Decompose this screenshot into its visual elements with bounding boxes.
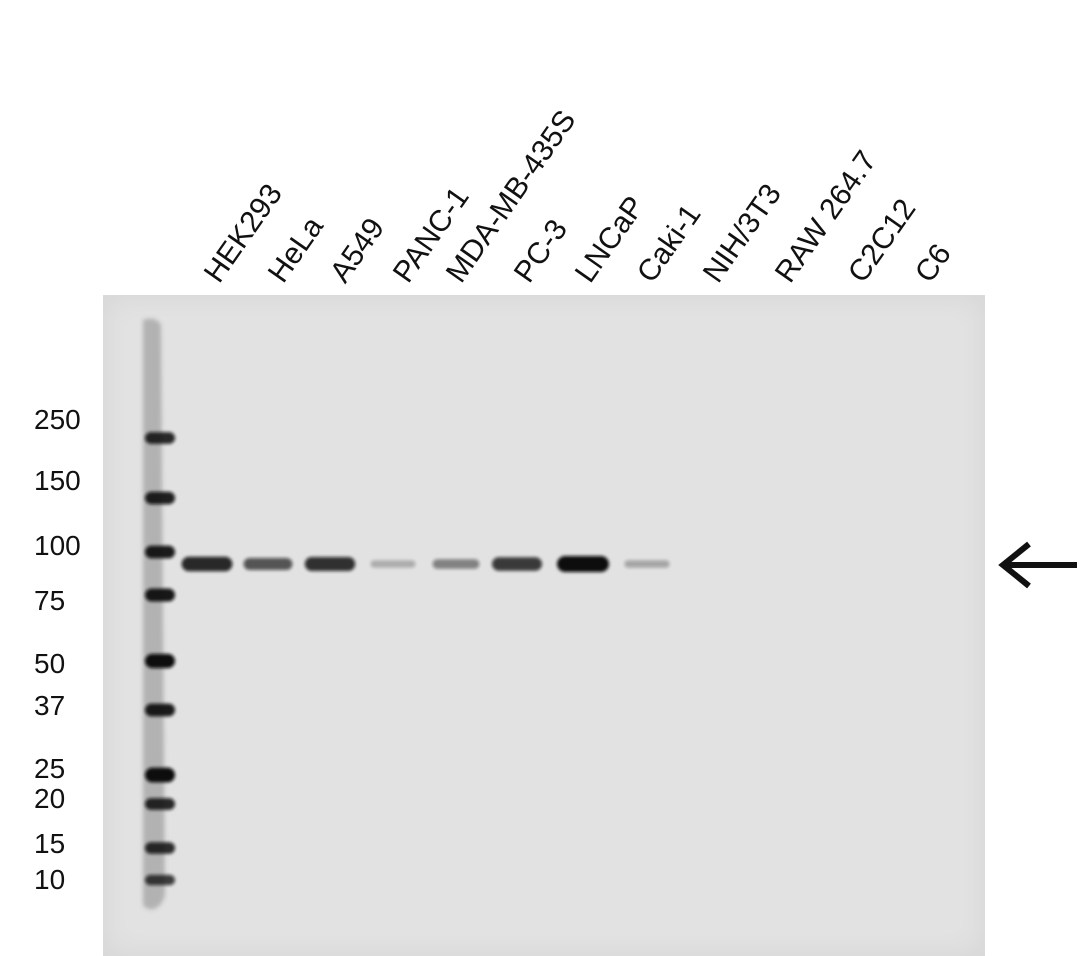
ladder-band — [145, 767, 175, 783]
marker-label: 100 — [34, 530, 81, 561]
ladder-band — [145, 491, 175, 505]
lane-label: C6 — [908, 238, 958, 289]
sample-band — [304, 557, 356, 571]
sample-band — [624, 560, 670, 568]
lane-label: PC-3 — [507, 213, 575, 289]
blot-membrane — [103, 295, 985, 956]
sample-band — [432, 559, 480, 569]
blot-bands-layer — [143, 318, 670, 910]
sample-band — [181, 556, 233, 572]
ladder-band — [145, 432, 175, 444]
sample-band — [492, 557, 542, 571]
lane-label: A549 — [323, 212, 392, 289]
marker-label: 25 — [34, 753, 66, 784]
ladder-band — [145, 842, 175, 854]
marker-label: 75 — [34, 585, 66, 616]
ladder-band — [145, 874, 175, 886]
target-band-arrow-icon — [998, 541, 1077, 589]
protein-ladder-lane — [143, 318, 175, 910]
marker-label: 50 — [34, 648, 66, 679]
sample-band — [557, 556, 609, 572]
ladder-smear — [143, 318, 165, 910]
marker-label: 20 — [34, 783, 66, 814]
ladder-band — [145, 798, 175, 810]
ladder-band — [145, 545, 175, 559]
ladder-band — [145, 588, 175, 602]
marker-label: 10 — [34, 864, 66, 895]
marker-label: 37 — [34, 690, 66, 721]
sample-band — [243, 558, 293, 570]
ladder-band — [145, 703, 175, 717]
marker-label: 15 — [34, 828, 66, 859]
lane-label: C2C12 — [841, 193, 923, 289]
marker-label: 250 — [34, 404, 81, 435]
sample-bands — [181, 556, 670, 572]
ladder-band — [145, 653, 175, 669]
lane-label: HeLa — [261, 210, 330, 289]
marker-label: 150 — [34, 465, 81, 496]
sample-band — [370, 560, 416, 568]
